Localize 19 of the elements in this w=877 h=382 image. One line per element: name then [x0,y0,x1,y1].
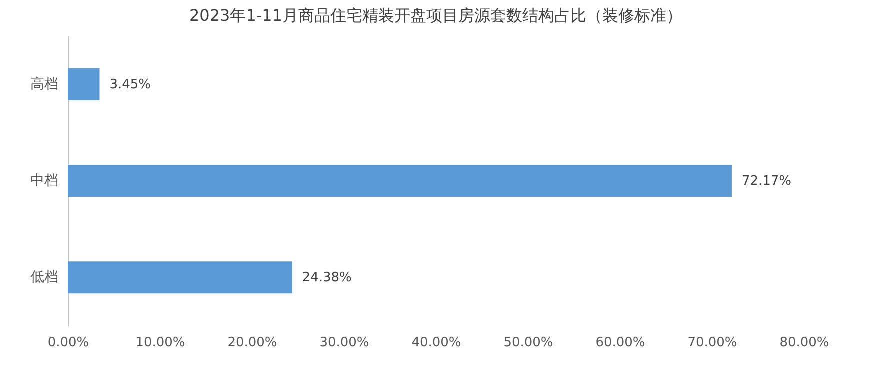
x-tick-label: 20.00% [228,336,278,350]
bar [68,262,292,294]
data-label: 3.45% [110,77,152,92]
x-tick-label: 80.00% [780,336,830,350]
x-tick-label: 50.00% [504,336,554,350]
x-tick-label: 60.00% [596,336,646,350]
bar [68,68,100,100]
data-label: 24.38% [302,270,352,286]
data-label: 72.17% [742,174,792,189]
x-tick-label: 10.00% [136,336,186,350]
chart-title: 2023年1-11月商品住宅精装开盘项目房源套数结构占比（装修标准） [189,6,683,25]
x-tick-label: 30.00% [320,336,370,350]
x-tick-label: 70.00% [688,336,738,350]
x-tick-label: 0.00% [48,336,90,350]
y-tick-label: 高档 [30,76,58,92]
bar [68,165,732,197]
y-tick-label: 中档 [30,173,58,189]
x-tick-label: 40.00% [412,336,462,350]
y-tick-label: 低档 [30,270,58,286]
